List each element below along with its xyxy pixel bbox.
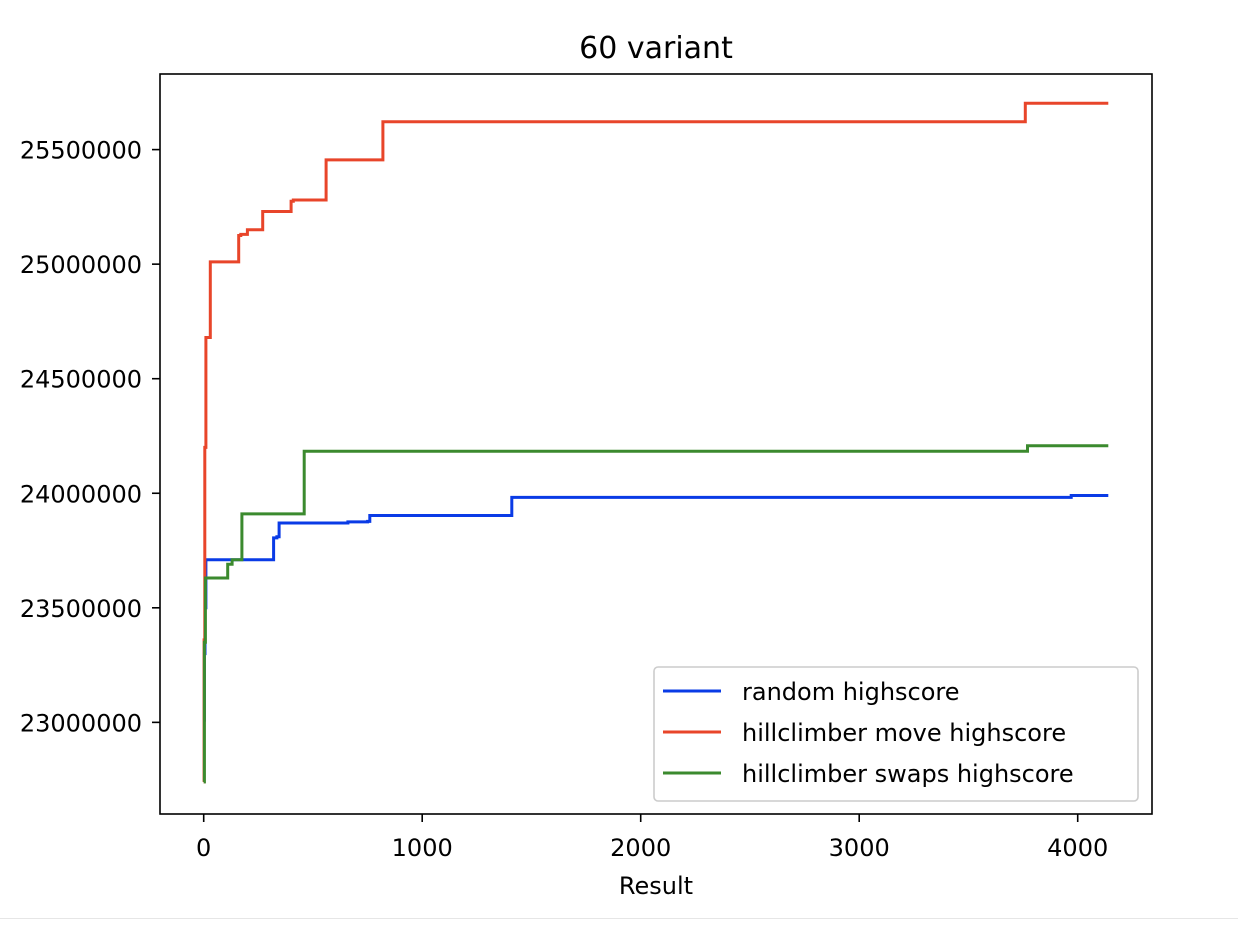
- y-axis: 23000000 23500000 24000000 24500000 25000000…: [20, 137, 160, 737]
- y-tick-label: 23000000: [20, 709, 142, 737]
- y-tick-label: 24000000: [20, 480, 142, 508]
- plot-frame: [159, 73, 1153, 815]
- legend-box: [653, 666, 1139, 802]
- y-tick-label: 25500000: [20, 137, 142, 165]
- x-axis: 0 1000 2000 3000 4000: [196, 814, 1108, 862]
- y-tick-label: 25000000: [20, 251, 142, 279]
- bottom-divider: [0, 918, 1238, 919]
- x-axis-label: Result: [619, 872, 693, 900]
- legend: random highscore hillclimber move highsco…: [653, 666, 1139, 802]
- plot-marks: [202, 101, 1109, 784]
- x-tick-label: 0: [196, 834, 211, 862]
- x-tick-label: 2000: [610, 834, 671, 862]
- chart-title: 60 variant: [579, 31, 733, 66]
- y-tick-label: 23500000: [20, 595, 142, 623]
- series-line-2: [202, 101, 1109, 784]
- y-tick-label: 24500000: [20, 366, 142, 394]
- x-tick-label: 3000: [829, 834, 890, 862]
- legend-label-3: hillclimber swaps highscore: [742, 760, 1074, 788]
- x-tick-label: 4000: [1047, 834, 1108, 862]
- series-line-3: [202, 444, 1109, 784]
- x-tick-label: 1000: [392, 834, 453, 862]
- legend-label-2: hillclimber move highscore: [742, 719, 1066, 747]
- legend-label-1: random highscore: [742, 678, 960, 706]
